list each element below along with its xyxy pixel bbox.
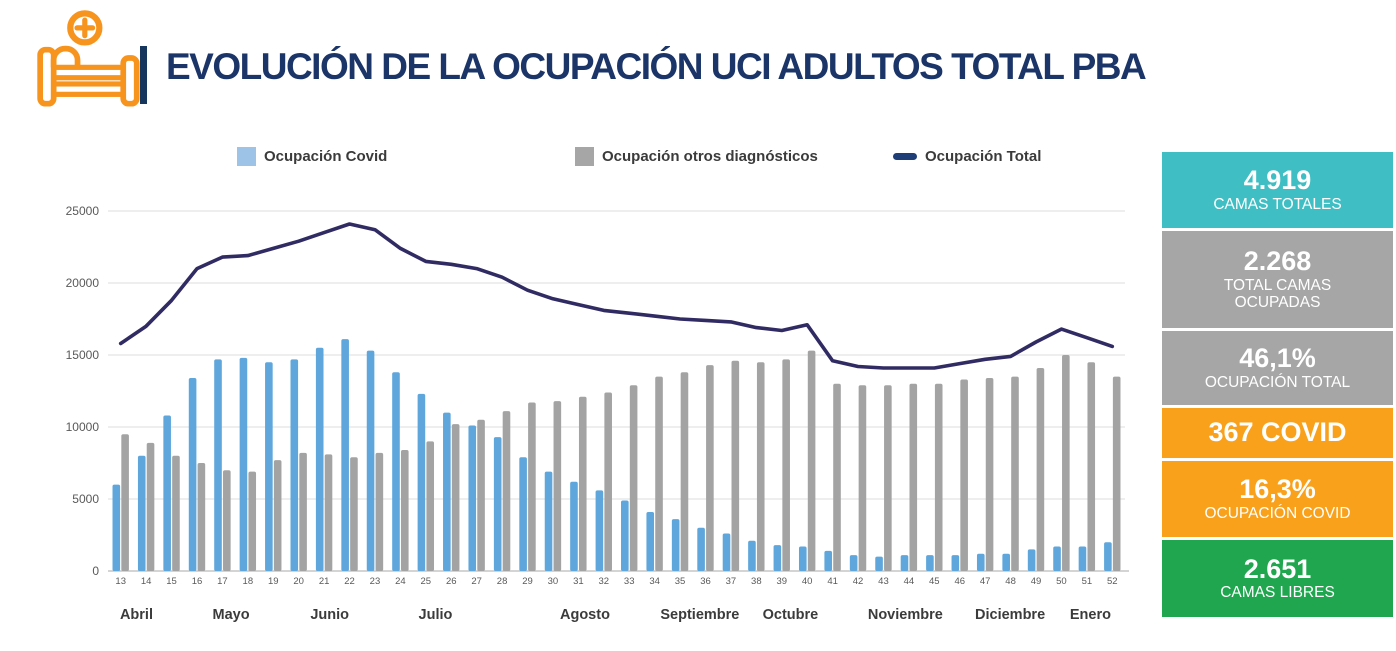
svg-text:29: 29 <box>522 576 533 587</box>
svg-text:Agosto: Agosto <box>560 607 610 623</box>
stat-label: CAMAS TOTALES <box>1213 195 1342 213</box>
svg-text:Enero: Enero <box>1070 607 1111 623</box>
total-line-swatch-icon <box>893 152 917 160</box>
legend-label: Ocupación Total <box>925 147 1042 165</box>
hospital-bed-icon <box>37 10 140 107</box>
legend-label: Ocupación Covid <box>264 147 388 165</box>
legend-item-covid: Ocupación Covid <box>237 145 387 167</box>
svg-text:Abril: Abril <box>120 607 153 623</box>
stat-card-camas-libres: 2.651 CAMAS LIBRES <box>1162 540 1393 617</box>
stat-card-ocupacion-covid: 16,3% OCUPACIÓN COVID <box>1162 461 1393 537</box>
svg-text:Mayo: Mayo <box>213 607 250 623</box>
svg-text:15000: 15000 <box>66 348 100 362</box>
svg-text:21: 21 <box>319 576 330 587</box>
svg-text:39: 39 <box>776 576 787 587</box>
svg-text:18: 18 <box>243 576 254 587</box>
stat-label: TOTAL CAMAS OCUPADAS <box>1223 276 1332 312</box>
stat-card-total-camas-ocupadas: 2.268 TOTAL CAMAS OCUPADAS <box>1162 231 1393 328</box>
stat-value: 16,3% <box>1239 474 1316 505</box>
stat-value: 4.919 <box>1243 165 1312 196</box>
svg-text:47: 47 <box>980 576 991 587</box>
svg-text:36: 36 <box>700 576 711 587</box>
svg-text:Octubre: Octubre <box>763 607 819 623</box>
svg-text:28: 28 <box>497 576 508 587</box>
svg-text:23: 23 <box>370 576 381 587</box>
svg-text:25000: 25000 <box>66 204 100 218</box>
legend-item-total: Ocupación Total <box>893 145 1041 167</box>
svg-text:14: 14 <box>141 576 152 587</box>
svg-text:20: 20 <box>293 576 304 587</box>
svg-text:10000: 10000 <box>66 420 100 434</box>
covid-bars <box>112 339 1112 571</box>
svg-text:27: 27 <box>471 576 482 587</box>
svg-text:24: 24 <box>395 576 406 587</box>
stats-column: 4.919 CAMAS TOTALES 2.268 TOTAL CAMAS OC… <box>1162 152 1393 620</box>
svg-text:34: 34 <box>649 576 660 587</box>
otros-swatch-icon <box>575 146 594 166</box>
svg-text:52: 52 <box>1107 576 1118 587</box>
svg-text:22: 22 <box>344 576 355 587</box>
title-separator <box>140 46 147 104</box>
svg-text:17: 17 <box>217 576 228 587</box>
svg-text:25: 25 <box>421 576 432 587</box>
svg-text:Junio: Junio <box>310 607 349 623</box>
svg-text:19: 19 <box>268 576 279 587</box>
stat-label: OCUPACIÓN TOTAL <box>1204 373 1351 391</box>
svg-text:51: 51 <box>1082 576 1093 587</box>
svg-text:30: 30 <box>548 576 559 587</box>
svg-text:43: 43 <box>878 576 889 587</box>
svg-text:Noviembre: Noviembre <box>868 607 943 623</box>
stat-label: OCUPACIÓN COVID <box>1204 504 1351 522</box>
svg-text:44: 44 <box>904 576 915 587</box>
svg-text:31: 31 <box>573 576 584 587</box>
x-axis-week-labels: 13 14 15 16 17 18 19 20 21 22 23 24 25 26 27 28 29 30 31 32… <box>115 576 1117 587</box>
covid-swatch-icon <box>237 146 256 166</box>
svg-text:33: 33 <box>624 576 635 587</box>
svg-text:Diciembre: Diciembre <box>975 607 1045 623</box>
stat-card-covid: 367 COVID <box>1162 408 1393 458</box>
stat-card-camas-totales: 4.919 CAMAS TOTALES <box>1162 152 1393 228</box>
svg-text:37: 37 <box>726 576 737 587</box>
svg-text:32: 32 <box>598 576 609 587</box>
svg-text:48: 48 <box>1005 576 1016 587</box>
otros-bars <box>121 350 1121 571</box>
svg-text:50: 50 <box>1056 576 1067 587</box>
legend-item-otros-diagnosticos: Ocupación otros diagnósticos <box>575 145 818 167</box>
stat-card-ocupacion-total: 46,1% OCUPACIÓN TOTAL <box>1162 331 1393 405</box>
svg-text:Septiembre: Septiembre <box>660 607 739 623</box>
stat-value: 2.651 <box>1243 553 1312 584</box>
svg-text:13: 13 <box>115 576 126 587</box>
stat-value: 2.268 <box>1243 245 1312 276</box>
stat-value: 367 COVID <box>1208 417 1347 448</box>
occupancy-chart: 0 5000 10000 15000 20000 25000 13 14 15 16 17 18 19 2… <box>66 204 1129 623</box>
svg-text:41: 41 <box>827 576 838 587</box>
svg-text:5000: 5000 <box>72 492 99 506</box>
stat-value: 46,1% <box>1239 343 1316 374</box>
svg-text:15: 15 <box>166 576 177 587</box>
svg-text:42: 42 <box>853 576 864 587</box>
legend-label: Ocupación otros diagnósticos <box>602 147 818 165</box>
svg-text:46: 46 <box>954 576 965 587</box>
svg-text:38: 38 <box>751 576 762 587</box>
page-title: EVOLUCIÓN DE LA OCUPACIÓN UCI ADULTOS TO… <box>166 46 1147 87</box>
stat-label: CAMAS LIBRES <box>1220 584 1335 602</box>
svg-text:0: 0 <box>92 564 99 578</box>
total-line <box>118 222 1115 370</box>
svg-text:49: 49 <box>1031 576 1042 587</box>
svg-text:26: 26 <box>446 576 457 587</box>
svg-text:40: 40 <box>802 576 813 587</box>
svg-text:Julio: Julio <box>419 607 453 623</box>
x-axis-month-labels: Abril Mayo Junio Julio Agosto Septiembre Octub… <box>120 607 1111 623</box>
svg-text:45: 45 <box>929 576 940 587</box>
svg-text:35: 35 <box>675 576 686 587</box>
svg-text:16: 16 <box>192 576 203 587</box>
svg-text:20000: 20000 <box>66 276 100 290</box>
